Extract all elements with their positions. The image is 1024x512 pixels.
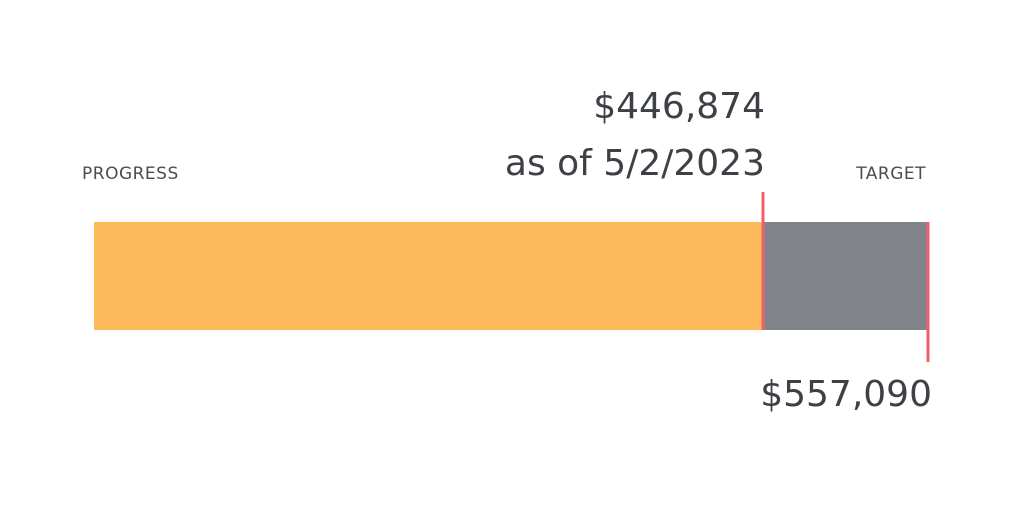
target-label: TARGET [855, 164, 926, 184]
target-value: $557,090 [760, 374, 932, 415]
progress-label: PROGRESS [82, 164, 179, 184]
progress-bar [94, 222, 763, 330]
date-note: as of 5/2/2023 [505, 143, 765, 184]
progress-value: $446,874 [593, 86, 765, 127]
